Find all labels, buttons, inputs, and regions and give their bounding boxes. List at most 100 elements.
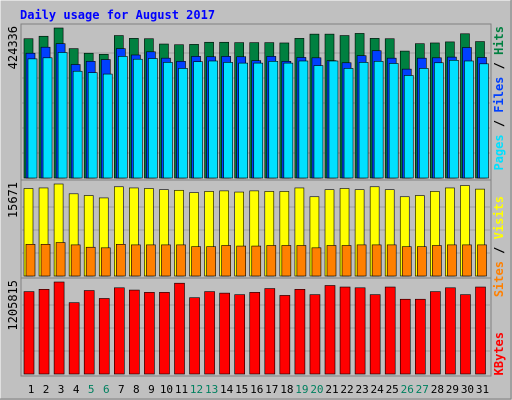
legend-group-2: Sites / Visits [492,196,506,297]
legend-hits-files-pages: Pages / Files / Hits [492,26,506,171]
bar-pages-15 [238,62,248,179]
bar-sites-24 [371,244,382,277]
x-tick-label: 7 [118,383,125,396]
x-tick-label: 8 [133,383,140,396]
bar-sites-13 [206,246,216,277]
bar-pages-4 [72,70,83,179]
bar-kbytes-18 [279,295,291,375]
bar-sites-16 [251,245,262,277]
bar-kbytes-19 [294,289,306,375]
bar-sites-29 [447,244,457,277]
bar-pages-7 [118,56,128,179]
chart-title: Daily usage for August 2017 [20,8,215,22]
bar-pages-22 [343,68,354,179]
legend-visits-sites: Sites / Visits [492,196,506,297]
bar-kbytes-29 [445,287,456,375]
bar-kbytes-6 [98,298,110,375]
bar-pages-16 [253,62,264,179]
bar-sites-3 [55,242,66,277]
legend-sep-3: / [492,239,506,261]
bar-sites-12 [191,246,201,277]
bar-sites-8 [131,244,141,277]
bar-kbytes-23 [354,287,366,375]
y-max-label-hits: 424336 [6,26,20,69]
x-tick-label: 5 [88,383,95,396]
bar-pages-12 [193,61,203,179]
bar-kbytes-31 [475,286,486,375]
bar-pages-14 [223,62,233,179]
bar-sites-9 [146,244,156,277]
x-tick-label: 20 [310,383,323,396]
bar-kbytes-11 [174,282,185,375]
bar-pages-28 [434,62,444,179]
bar-kbytes-15 [234,294,245,375]
y-max-label-visits: 15671 [6,182,20,218]
bar-kbytes-2 [38,289,50,375]
bar-pages-25 [388,63,399,179]
bar-sites-7 [116,243,126,277]
bar-sites-20 [311,247,322,277]
bar-pages-5 [87,72,98,179]
legend-visits: Visits [492,196,506,239]
bar-kbytes-26 [399,298,411,375]
x-tick-label: 30 [461,383,474,396]
bar-sites-4 [70,244,81,277]
bar-pages-23 [358,62,369,179]
bar-sites-14 [221,245,231,277]
x-tick-label: 17 [265,383,278,396]
y-max-label-kbytes: 1205815 [6,280,20,331]
bar-kbytes-14 [219,292,230,375]
bar-sites-25 [386,244,397,277]
legend-kbytes-wrap: KBytes [492,332,506,375]
bar-sites-11 [176,244,186,277]
x-axis-labels: 1 2 3 4 5 6 7 8 9 10 11 12 13 14 15 16 17 18 19 20 21 22 23 24 2… [28,383,489,396]
bar-sites-2 [40,243,51,277]
bar-pages-6 [102,73,113,179]
x-tick-label: 10 [160,383,173,396]
x-tick-label: 28 [431,383,444,396]
bar-pages-21 [328,60,339,179]
bar-kbytes-8 [129,289,140,375]
legend-sep-1: / [492,113,506,135]
legend-files: Files [492,77,506,113]
x-tick-label: 3 [58,383,65,396]
bar-sites-21 [326,245,337,277]
bar-kbytes-17 [264,288,276,375]
bar-pages-11 [178,68,188,179]
bar-sites-6 [100,247,111,277]
bar-kbytes-27 [414,298,426,375]
bar-kbytes-4 [68,302,80,375]
x-tick-label: 6 [103,383,110,396]
x-tick-label: 19 [295,383,308,396]
bar-sites-22 [341,245,352,277]
bar-sites-17 [266,245,277,277]
bar-kbytes-25 [384,286,396,375]
bar-pages-19 [298,60,309,179]
x-tick-label: 1 [28,383,35,396]
bar-pages-24 [373,61,384,179]
bar-kbytes-20 [309,294,321,375]
bar-pages-27 [418,68,429,179]
legend-sites: Sites [492,261,506,297]
bar-pages-29 [449,59,459,179]
bar-kbytes-12 [189,297,200,375]
bar-sites-28 [432,245,442,277]
x-tick-label: 29 [446,383,459,396]
x-tick-label: 4 [73,383,80,396]
chart-bars [22,27,490,375]
bar-sites-26 [401,246,412,277]
bar-sites-23 [356,244,367,277]
x-tick-label: 25 [386,383,399,396]
bar-pages-30 [464,60,474,179]
x-tick-label: 27 [416,383,429,396]
x-tick-label: 15 [235,383,248,396]
bar-kbytes-9 [144,292,155,375]
legend-sep-2: / [492,55,506,77]
bar-pages-1 [27,58,38,179]
bar-kbytes-28 [430,291,441,375]
x-tick-label: 12 [190,383,203,396]
x-tick-label: 18 [280,383,293,396]
bar-sites-1 [25,243,36,277]
x-tick-label: 21 [325,383,338,396]
